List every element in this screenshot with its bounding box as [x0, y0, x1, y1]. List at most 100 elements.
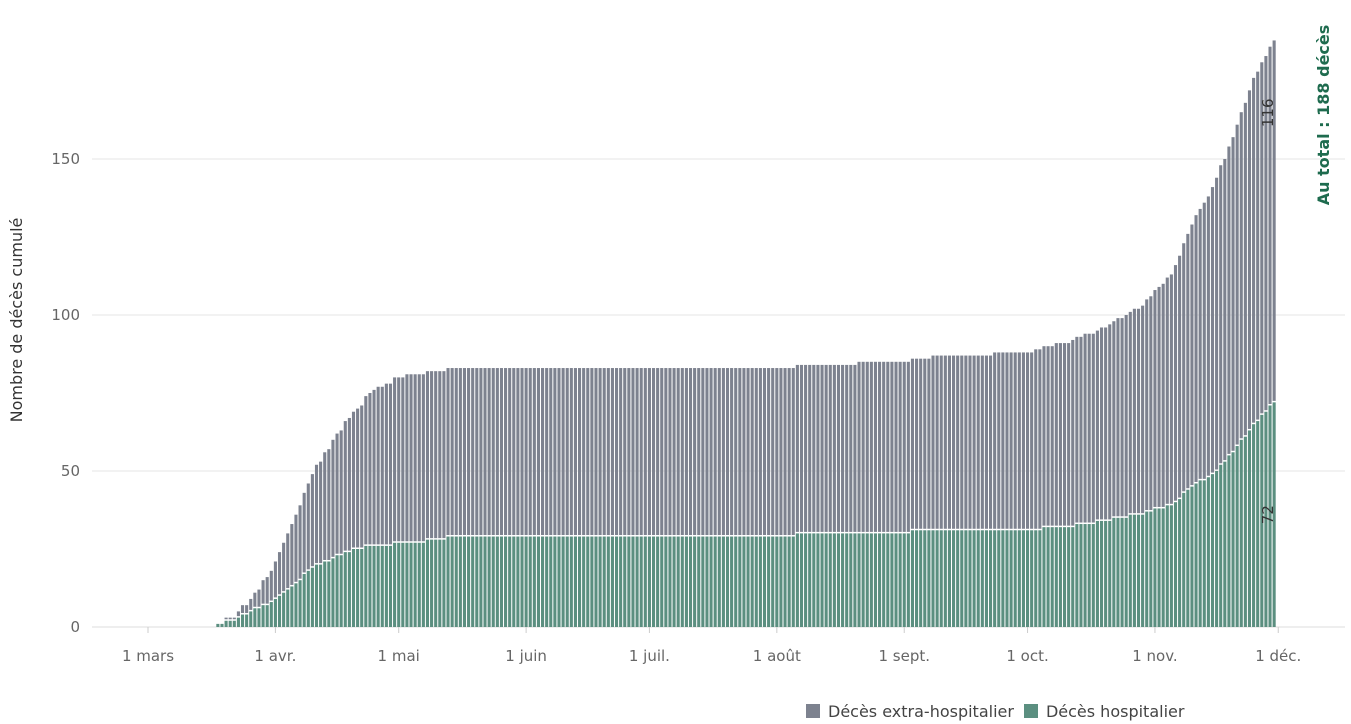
bar-hospitalier: [639, 536, 643, 627]
bar-hospitalier: [499, 536, 504, 627]
bar-extra-hospitalier: [614, 368, 619, 536]
bar-extra-hospitalier: [491, 368, 495, 536]
bar-extra-hospitalier: [931, 355, 935, 529]
bar-hospitalier: [1178, 499, 1182, 627]
bar-extra-hospitalier: [331, 439, 335, 557]
bar-hospitalier: [1252, 424, 1256, 627]
bar-hospitalier: [541, 536, 545, 627]
bar-extra-hospitalier: [730, 368, 734, 536]
bar-hospitalier: [549, 536, 553, 627]
bar-extra-hospitalier: [528, 368, 532, 536]
bar-hospitalier: [993, 530, 997, 627]
bar-hospitalier: [364, 545, 368, 627]
bar-extra-hospitalier: [1058, 343, 1062, 526]
bar-hospitalier: [1219, 464, 1223, 627]
bar-hospitalier: [1235, 446, 1239, 627]
bar-extra-hospitalier: [1145, 299, 1149, 511]
bar-hospitalier: [923, 530, 927, 627]
bar-extra-hospitalier: [952, 355, 956, 529]
bar-hospitalier: [582, 536, 586, 627]
bar-extra-hospitalier: [1025, 352, 1030, 529]
bar-extra-hospitalier: [664, 368, 668, 536]
bar-hospitalier: [964, 530, 968, 627]
bar-extra-hospitalier: [849, 364, 853, 532]
total-label: Au total : 188 décès: [1314, 25, 1333, 206]
bar-extra-hospitalier: [997, 352, 1001, 529]
bar-hospitalier: [508, 536, 512, 627]
x-tick-label: 1 sept.: [878, 647, 930, 665]
bar-hospitalier: [565, 536, 569, 627]
bar-hospitalier: [458, 536, 462, 627]
bar-hospitalier: [606, 536, 610, 627]
bar-extra-hospitalier: [832, 364, 836, 532]
bar-extra-hospitalier: [762, 368, 767, 536]
bar-hospitalier: [610, 536, 614, 627]
bar-extra-hospitalier: [413, 374, 417, 542]
bar-extra-hospitalier: [487, 368, 491, 536]
bar-hospitalier: [261, 605, 265, 627]
bar-hospitalier: [713, 536, 717, 627]
bar-hospitalier: [586, 536, 590, 627]
bar-extra-hospitalier: [709, 368, 713, 536]
bar-hospitalier: [532, 536, 536, 627]
bar-extra-hospitalier: [1223, 159, 1227, 461]
bar-hospitalier: [820, 533, 824, 627]
bar-hospitalier: [1243, 436, 1247, 627]
bar-extra-hospitalier: [1190, 224, 1194, 486]
bar-hospitalier: [1104, 520, 1108, 627]
bar-hospitalier: [1186, 489, 1190, 627]
bar-extra-hospitalier: [356, 408, 360, 548]
bar-hospitalier: [405, 542, 409, 627]
bar-extra-hospitalier: [1227, 146, 1231, 454]
bar-hospitalier: [384, 545, 388, 627]
bar-extra-hospitalier: [956, 355, 960, 529]
bar-extra-hospitalier: [947, 355, 951, 529]
bar-extra-hospitalier: [861, 361, 865, 532]
bar-hospitalier: [754, 536, 758, 627]
bar-extra-hospitalier: [968, 355, 972, 529]
bar-hospitalier: [947, 530, 951, 627]
bar-extra-hospitalier: [886, 361, 890, 532]
bar-hospitalier: [910, 530, 915, 627]
bar-hospitalier: [253, 608, 257, 627]
bar-hospitalier: [314, 564, 319, 627]
bar-extra-hospitalier: [495, 368, 499, 536]
bar-extra-hospitalier: [314, 464, 319, 564]
bar-hospitalier: [664, 536, 668, 627]
bar-extra-hospitalier: [228, 617, 232, 620]
bar-extra-hospitalier: [1252, 77, 1256, 423]
bar-extra-hospitalier: [253, 592, 257, 607]
bar-hospitalier: [1272, 402, 1276, 627]
bar-hospitalier: [446, 536, 450, 627]
bar-extra-hospitalier: [335, 433, 339, 554]
bar-extra-hospitalier: [590, 368, 594, 536]
bar-hospitalier: [561, 536, 565, 627]
bar-hospitalier: [980, 530, 984, 627]
bar-extra-hospitalier: [1239, 112, 1243, 439]
bar-hospitalier: [257, 608, 261, 627]
bar-extra-hospitalier: [273, 561, 277, 598]
bar-extra-hospitalier: [1083, 333, 1087, 523]
bar-hospitalier: [832, 533, 836, 627]
bar-hospitalier: [495, 536, 499, 627]
bar-extra-hospitalier: [384, 383, 388, 545]
bar-extra-hospitalier: [1219, 165, 1223, 464]
bar-hospitalier: [1256, 421, 1260, 627]
bar-extra-hospitalier: [639, 368, 643, 536]
bar-extra-hospitalier: [388, 383, 393, 545]
bar-extra-hospitalier: [1034, 349, 1038, 529]
bar-hospitalier: [216, 623, 220, 627]
bar-hospitalier: [828, 533, 832, 627]
bar-extra-hospitalier: [561, 368, 565, 536]
bar-extra-hospitalier: [623, 368, 627, 536]
bar-hospitalier: [1034, 530, 1038, 627]
bar-extra-hospitalier: [594, 368, 598, 536]
x-tick-label: 1 mai: [378, 647, 420, 665]
bar-extra-hospitalier: [245, 605, 249, 614]
bar-extra-hospitalier: [1264, 56, 1268, 411]
bar-extra-hospitalier: [635, 368, 639, 536]
bar-hospitalier: [294, 583, 298, 627]
bar-extra-hospitalier: [430, 371, 434, 539]
bar-hospitalier: [442, 539, 446, 627]
bar-extra-hospitalier: [499, 368, 504, 536]
